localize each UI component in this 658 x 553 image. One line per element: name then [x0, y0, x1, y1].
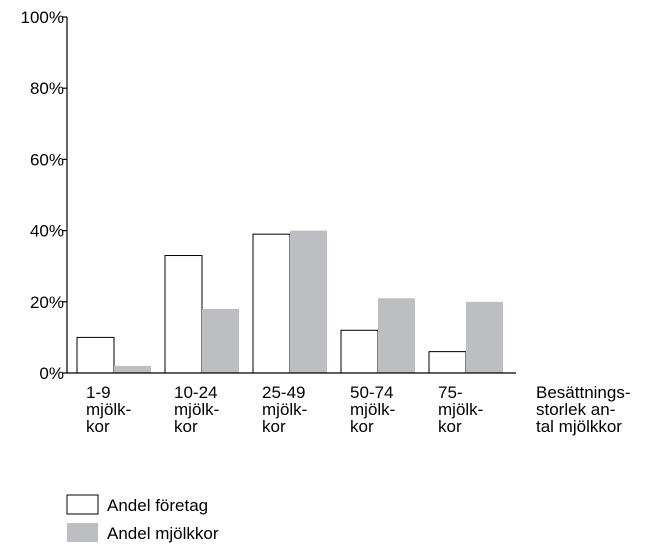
- y-tick-label: 40%: [30, 222, 64, 241]
- x-tick-label: 75-mjölk-kor: [438, 383, 483, 436]
- x-axis-title: Besättnings-storlek an-tal mjölkkor: [536, 383, 631, 436]
- y-tick-label: 0%: [39, 364, 64, 383]
- y-tick-label: 80%: [30, 79, 64, 98]
- bar-andel-mjolkkor: [466, 302, 503, 373]
- legend-swatch: [67, 523, 98, 542]
- bar-andel-foretag: [77, 337, 114, 373]
- bar-andel-foretag: [253, 234, 290, 373]
- bar-andel-foretag: [429, 352, 466, 373]
- y-tick-label: 60%: [30, 150, 64, 169]
- bars: [77, 231, 503, 373]
- x-tick-label: 25-49 mjölk-kor: [262, 383, 307, 436]
- bar-andel-foretag: [165, 256, 202, 373]
- x-tick-label: 10-24 mjölk-kor: [174, 383, 219, 436]
- bar-andel-mjolkkor: [290, 231, 327, 373]
- bar-andel-mjolkkor: [202, 309, 239, 373]
- legend-swatch: [67, 495, 98, 514]
- bar-andel-mjolkkor: [378, 298, 415, 373]
- x-axis-title-text: Besättnings-storlek an-tal mjölkkor: [536, 383, 631, 436]
- x-tick-label: 50-74 mjölk-kor: [350, 383, 395, 436]
- y-tick-label: 100%: [21, 8, 64, 27]
- bar-andel-mjolkkor: [114, 366, 151, 373]
- x-axis: 1-9 mjölk-kor 10-24 mjölk-kor 25-49 mjölk-kor…: [67, 373, 516, 436]
- x-tick-label: 1-9 mjölk-kor: [86, 383, 131, 436]
- y-tick-label: 20%: [30, 293, 64, 312]
- y-axis: 0% 20% 40% 60% 80% 100%: [21, 8, 67, 383]
- legend-label: Andel företag: [107, 496, 208, 515]
- legend: Andel företag Andel mjölkkor: [67, 495, 219, 543]
- bar-andel-foretag: [341, 330, 378, 373]
- legend-label: Andel mjölkkor: [107, 524, 219, 543]
